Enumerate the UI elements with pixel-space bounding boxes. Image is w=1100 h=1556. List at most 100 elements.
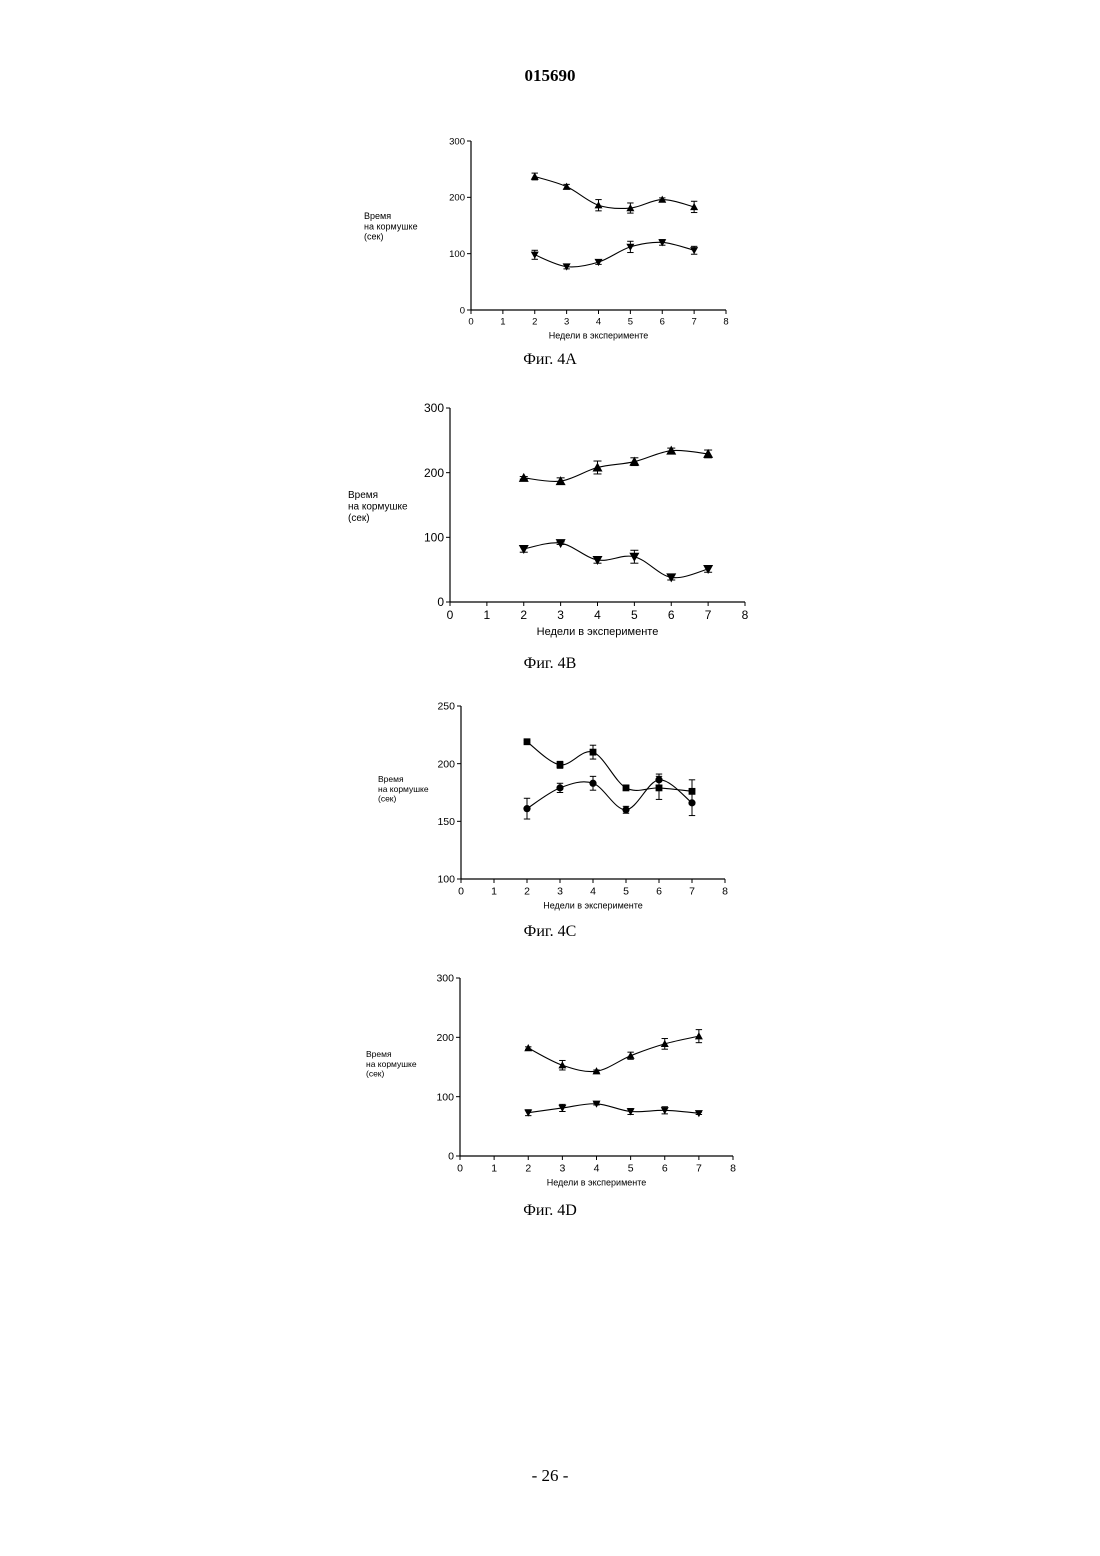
y-axis-label-line: (сек): [378, 794, 397, 804]
y-axis-label-line: (сек): [366, 1069, 385, 1079]
series-curve: [528, 1036, 699, 1071]
y-axis-label: Времяна кормушке(сек): [378, 774, 429, 804]
series-curve: [527, 780, 692, 810]
series-1: [519, 446, 713, 485]
x-tick-label: 0: [468, 317, 473, 328]
x-axis-label: Недели в эксперименте: [537, 626, 659, 638]
series-curve: [535, 176, 694, 208]
x-tick-label: 4: [596, 317, 601, 328]
y-tick-label: 100: [449, 249, 465, 260]
series-1: [524, 1030, 703, 1075]
data-point: [695, 1110, 703, 1117]
y-axis-label-line: Время: [378, 774, 404, 784]
y-tick-label: 100: [436, 1091, 454, 1103]
x-tick-label: 0: [457, 1163, 463, 1175]
data-point: [523, 805, 530, 812]
x-tick-label: 7: [691, 317, 696, 328]
y-axis-label-line: Время: [348, 490, 378, 501]
data-point: [626, 244, 634, 251]
data-point: [595, 201, 603, 208]
x-tick-label: 1: [491, 886, 497, 898]
y-axis-label-line: (сек): [348, 513, 370, 524]
series-curve: [524, 543, 708, 578]
chart-fig-4b: 0100200300012345678Недели в эксперименте…: [340, 396, 760, 652]
x-tick-label: 6: [656, 886, 662, 898]
series-curve: [524, 450, 708, 481]
y-tick-label: 0: [460, 305, 465, 316]
series-curve: [527, 742, 692, 792]
y-tick-label: 300: [449, 136, 465, 147]
x-tick-label: 8: [723, 317, 728, 328]
y-tick-label: 200: [436, 1032, 454, 1044]
data-point: [589, 780, 596, 787]
y-tick-label: 100: [424, 531, 444, 545]
series-1: [531, 172, 698, 213]
x-tick-label: 3: [557, 608, 564, 622]
y-axis-label-line: Время: [364, 211, 391, 221]
data-point: [690, 247, 698, 254]
series-2: [531, 239, 698, 270]
data-point: [531, 252, 539, 259]
y-tick-label: 0: [448, 1151, 454, 1163]
x-axis-label: Недели в эксперименте: [543, 901, 643, 911]
data-point: [524, 1044, 532, 1051]
chart-fig-4c: 100150200250012345678Недели в эксперимен…: [370, 696, 740, 920]
series-2: [519, 539, 713, 582]
data-point: [563, 183, 571, 190]
x-tick-label: 5: [631, 608, 638, 622]
x-tick-label: 0: [447, 608, 454, 622]
x-tick-label: 1: [491, 1163, 497, 1175]
series-curve: [535, 242, 694, 267]
data-point: [627, 1052, 635, 1059]
x-tick-label: 2: [525, 1163, 531, 1175]
x-axis-label: Недели в эксперименте: [547, 1178, 647, 1188]
x-tick-label: 7: [689, 886, 695, 898]
y-axis-label: Времяна кормушке(сек): [364, 211, 418, 242]
data-point: [556, 784, 563, 791]
data-point: [655, 776, 662, 783]
y-tick-label: 0: [437, 595, 444, 609]
y-tick-label: 200: [424, 466, 444, 480]
series-2: [524, 1101, 703, 1118]
x-tick-label: 2: [524, 886, 530, 898]
data-point: [558, 1061, 566, 1068]
x-tick-label: 7: [696, 1163, 702, 1175]
y-tick-label: 200: [437, 758, 455, 770]
data-point: [688, 799, 695, 806]
data-point: [590, 749, 597, 756]
document-number: 015690: [0, 66, 1100, 86]
figure-caption-4b: Фиг. 4В: [0, 655, 1100, 673]
x-tick-label: 5: [623, 886, 629, 898]
data-point: [519, 473, 529, 482]
y-axis-label-line: на кормушке: [378, 784, 429, 794]
x-tick-label: 7: [705, 608, 712, 622]
x-tick-label: 8: [722, 886, 728, 898]
y-axis-label: Времяна кормушке(сек): [366, 1049, 417, 1079]
x-tick-label: 4: [594, 1163, 600, 1175]
data-point: [524, 738, 531, 745]
y-tick-label: 300: [424, 401, 444, 415]
page-number: - 26 -: [0, 1466, 1100, 1486]
figure-caption-4c: Фиг. 4С: [0, 923, 1100, 941]
y-axis-label-line: на кормушке: [366, 1059, 417, 1069]
y-axis-label-line: на кормушке: [364, 221, 418, 231]
x-tick-label: 3: [559, 1163, 565, 1175]
x-tick-label: 6: [668, 608, 675, 622]
y-axis-label-line: на кормушке: [348, 502, 408, 513]
x-tick-label: 1: [500, 317, 505, 328]
data-point: [623, 784, 630, 791]
x-tick-label: 8: [730, 1163, 736, 1175]
y-tick-label: 250: [437, 701, 455, 713]
x-tick-label: 2: [532, 317, 537, 328]
y-tick-label: 100: [437, 874, 455, 886]
x-tick-label: 6: [662, 1163, 668, 1175]
x-tick-label: 1: [484, 608, 491, 622]
y-axis-label-line: Время: [366, 1049, 392, 1059]
data-point: [695, 1032, 703, 1039]
chart-fig-4d: 0100200300012345678Недели в эксперименте…: [360, 968, 750, 1200]
x-axis-label: Недели в эксперименте: [549, 331, 649, 341]
x-tick-label: 0: [458, 886, 464, 898]
x-tick-label: 2: [520, 608, 527, 622]
x-tick-label: 3: [557, 886, 563, 898]
y-tick-label: 300: [436, 973, 454, 985]
